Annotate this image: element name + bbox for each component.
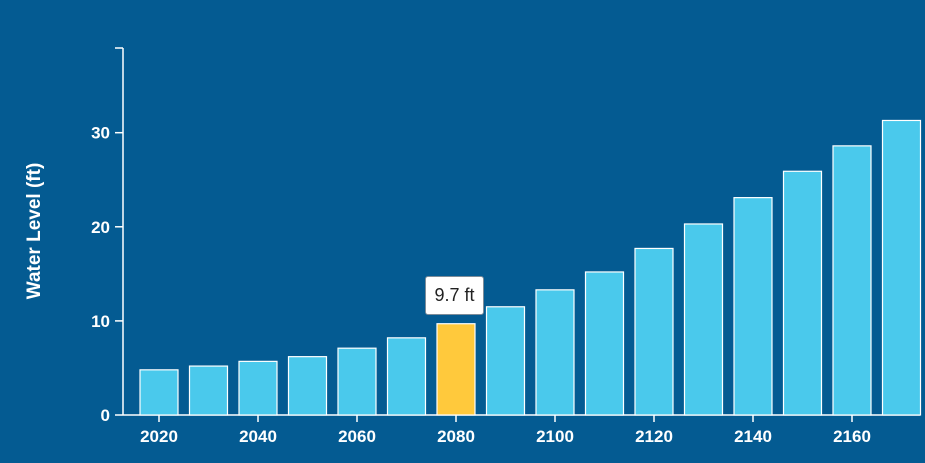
x-tick-label: 2140: [734, 427, 772, 446]
bar[interactable]: [287, 356, 328, 416]
y-tick-label: 30: [91, 124, 110, 143]
x-tick-label: 2160: [833, 427, 871, 446]
bar[interactable]: [683, 223, 724, 416]
bars: [139, 119, 922, 416]
bar-tooltip: 9.7 ft: [425, 276, 484, 315]
bar[interactable]: [733, 197, 773, 416]
bar[interactable]: [584, 271, 625, 416]
bar[interactable]: [832, 145, 872, 416]
y-tick-label: 20: [91, 218, 110, 237]
bar[interactable]: [238, 360, 278, 416]
bar[interactable]: [337, 347, 377, 416]
y-tick-label: 0: [101, 406, 110, 425]
bar[interactable]: [386, 337, 427, 416]
x-tick-label: 2080: [437, 427, 475, 446]
x-tick-label: 2060: [338, 427, 376, 446]
bar[interactable]: [188, 365, 229, 416]
bar-highlighted[interactable]: [436, 323, 476, 416]
x-axis: 2020 2040 2060 2080 2100 2120 2140 2160: [123, 414, 920, 446]
x-tick-label: 2020: [140, 427, 178, 446]
x-tick-label: 2120: [635, 427, 673, 446]
x-tick-label: 2040: [239, 427, 277, 446]
y-tick-label: 10: [91, 312, 110, 331]
y-axis: 0 10 20 30: [91, 47, 124, 425]
y-axis-title: Water Level (ft): [24, 163, 45, 300]
bar[interactable]: [881, 119, 922, 416]
bar[interactable]: [535, 289, 575, 416]
bar[interactable]: [634, 247, 674, 416]
bar[interactable]: [139, 369, 179, 416]
x-tick-label: 2100: [536, 427, 574, 446]
bar[interactable]: [782, 170, 823, 416]
bar[interactable]: [485, 306, 526, 416]
